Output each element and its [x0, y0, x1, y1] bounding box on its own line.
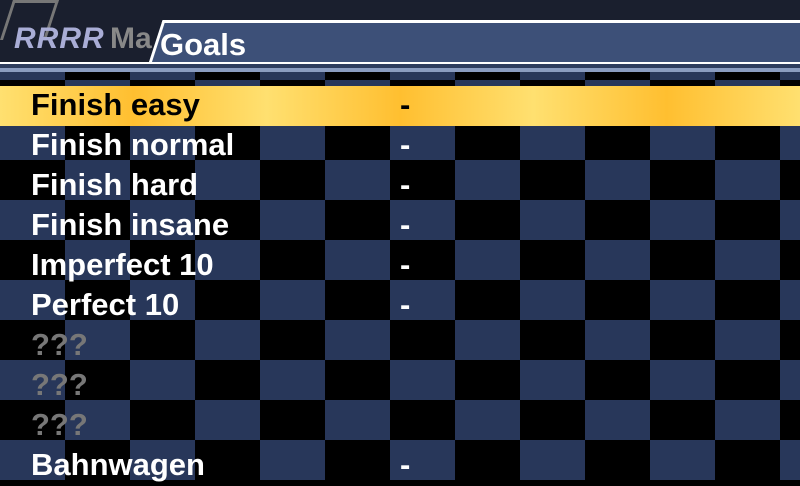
goal-row[interactable]: Finish easy - [0, 86, 800, 126]
goal-value: - [400, 447, 411, 482]
goal-row-locked[interactable]: ??? [0, 366, 800, 406]
goal-name: Imperfect 10 [31, 247, 214, 282]
header-bar [0, 62, 800, 70]
goal-value: - [400, 287, 411, 322]
goal-name: ??? [31, 407, 88, 442]
goal-name: ??? [31, 367, 88, 402]
goal-row[interactable]: Finish normal - [0, 126, 800, 166]
goal-name: Finish easy [31, 87, 200, 122]
goal-row-locked[interactable]: ??? [0, 406, 800, 446]
goal-row-locked[interactable]: ??? [0, 326, 800, 366]
goal-row[interactable]: Finish hard - [0, 166, 800, 206]
goal-name: ??? [31, 327, 88, 362]
page-title: Goals [160, 27, 247, 62]
goal-name: Finish normal [31, 127, 235, 162]
goal-row[interactable]: Imperfect 10 - [0, 246, 800, 286]
goal-value: - [400, 127, 411, 162]
goal-row[interactable]: Finish insane - [0, 206, 800, 246]
goal-value: - [400, 87, 411, 122]
goal-name: Finish hard [31, 167, 199, 202]
goal-name: Perfect 10 [31, 287, 180, 322]
goal-row[interactable]: Bahnwagen - [0, 446, 800, 486]
goal-value: - [400, 167, 411, 202]
goal-value: - [400, 207, 411, 242]
goals-list: Finish easy - Finish normal - Finish hard -… [0, 86, 800, 486]
goal-row[interactable]: Perfect 10 - [0, 286, 800, 326]
goal-name: Finish insane [31, 207, 230, 242]
goal-name: Bahnwagen [31, 447, 205, 482]
game-logo: RRRR [14, 22, 105, 55]
previous-tab-label[interactable]: Ma [110, 22, 152, 55]
header-divider [0, 68, 800, 72]
goal-value: - [400, 247, 411, 282]
